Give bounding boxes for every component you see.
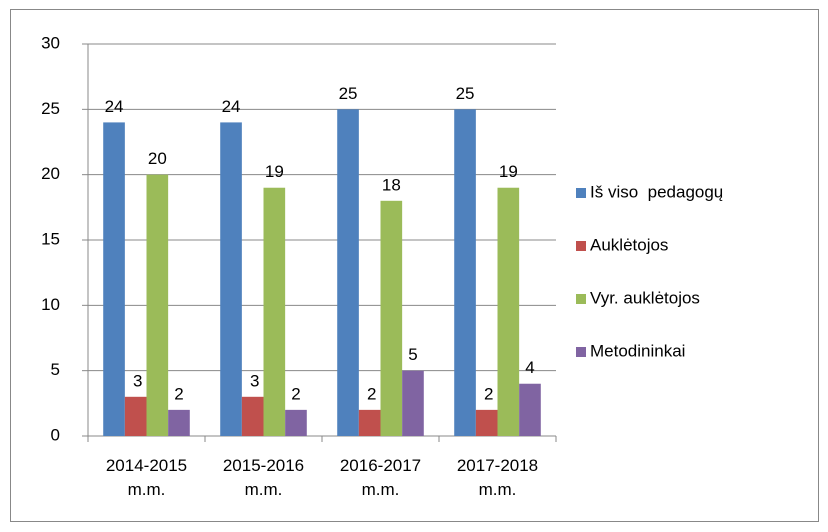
value-label: 19 — [499, 162, 518, 181]
value-label: 2 — [174, 384, 183, 403]
y-tick-label: 5 — [51, 360, 60, 379]
legend-swatch — [576, 188, 586, 198]
bar — [220, 122, 242, 437]
bar — [285, 409, 307, 436]
bar — [454, 109, 476, 436]
legend-label: Auklėtojos — [590, 235, 668, 254]
x-tick-label: 2016-2017 m.m. — [339, 456, 422, 499]
chart-border — [10, 9, 819, 522]
value-label: 20 — [148, 149, 167, 168]
legend-swatch — [576, 294, 586, 304]
bar — [337, 109, 359, 436]
bar — [402, 370, 424, 436]
legend-label: Vyr. auklėtojos — [590, 288, 700, 307]
value-label: 2 — [291, 384, 300, 403]
legend-swatch — [576, 241, 586, 251]
x-tick-label: 2015-2016 m.m. — [222, 456, 305, 499]
value-label: 25 — [339, 84, 358, 103]
bar — [380, 200, 403, 436]
value-label: 18 — [382, 175, 401, 194]
bar — [263, 187, 286, 436]
y-tick-label: 0 — [51, 425, 60, 444]
value-label: 2 — [484, 384, 493, 403]
y-tick-label: 10 — [41, 295, 60, 314]
value-label: 3 — [250, 371, 259, 390]
value-label: 3 — [133, 371, 142, 390]
value-label: 25 — [456, 84, 475, 103]
bar — [358, 409, 381, 436]
bar — [103, 122, 125, 437]
x-tick-label: 2017-2018 m.m. — [456, 456, 539, 499]
value-label: 5 — [408, 345, 417, 364]
legend-label: Iš viso pedagogų — [590, 182, 723, 201]
value-label: 4 — [525, 358, 534, 377]
y-tick-label: 25 — [41, 99, 60, 118]
bar — [146, 174, 169, 436]
value-label: 24 — [222, 97, 241, 116]
legend-label: Metodininkai — [590, 341, 685, 360]
x-tick-label: 2014-2015 m.m. — [105, 456, 188, 499]
bar — [241, 396, 264, 436]
y-tick-label: 20 — [41, 164, 60, 183]
y-tick-label: 15 — [41, 229, 60, 248]
bar — [519, 383, 541, 436]
bar — [497, 187, 520, 436]
value-label: 24 — [105, 97, 124, 116]
bar — [475, 409, 498, 436]
legend-swatch — [576, 347, 586, 357]
bar — [124, 396, 147, 436]
value-label: 19 — [265, 162, 284, 181]
value-label: 2 — [367, 384, 376, 403]
y-tick-label: 30 — [41, 33, 60, 52]
bar — [168, 409, 190, 436]
